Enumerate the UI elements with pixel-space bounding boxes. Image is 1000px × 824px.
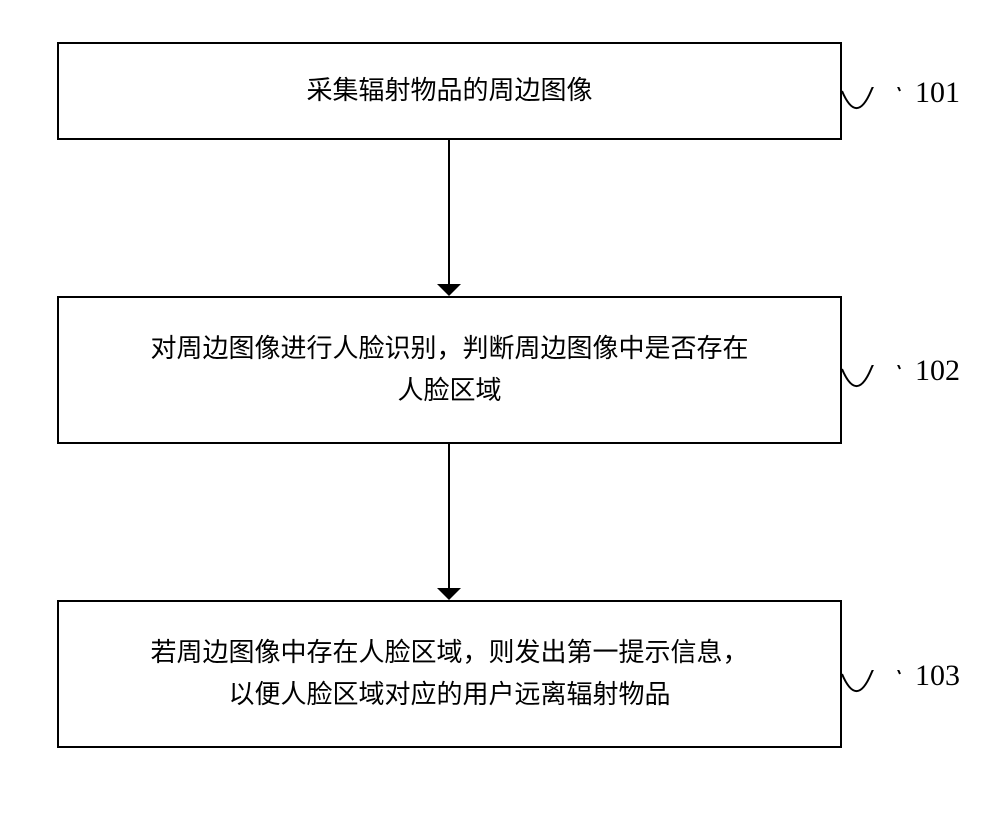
arrow-head-1 [437, 284, 461, 296]
flowchart-canvas: 采集辐射物品的周边图像 101 对周边图像进行人脸识别，判断周边图像中是否存在 人脸… [0, 0, 1000, 824]
step-text: 采集辐射物品的周边图像 [306, 70, 592, 112]
arrow-2 [448, 444, 450, 588]
label-connector-2 [838, 365, 904, 392]
step-text: 对周边图像进行人脸识别，判断周边图像中是否存在 人脸区域 [150, 328, 748, 411]
label-connector-1 [838, 87, 904, 114]
arrow-1 [448, 140, 450, 284]
step-label-2: 102 [915, 354, 960, 388]
step-label-3: 103 [915, 659, 960, 693]
flowchart-step-3: 若周边图像中存在人脸区域，则发出第一提示信息， 以便人脸区域对应的用户远离辐射物… [57, 600, 842, 748]
arrow-head-2 [437, 588, 461, 600]
flowchart-step-2: 对周边图像进行人脸识别，判断周边图像中是否存在 人脸区域 [57, 296, 842, 444]
label-connector-3 [838, 670, 904, 697]
step-label-1: 101 [915, 76, 960, 110]
step-text: 若周边图像中存在人脸区域，则发出第一提示信息， 以便人脸区域对应的用户远离辐射物… [150, 632, 748, 715]
flowchart-step-1: 采集辐射物品的周边图像 [57, 42, 842, 140]
